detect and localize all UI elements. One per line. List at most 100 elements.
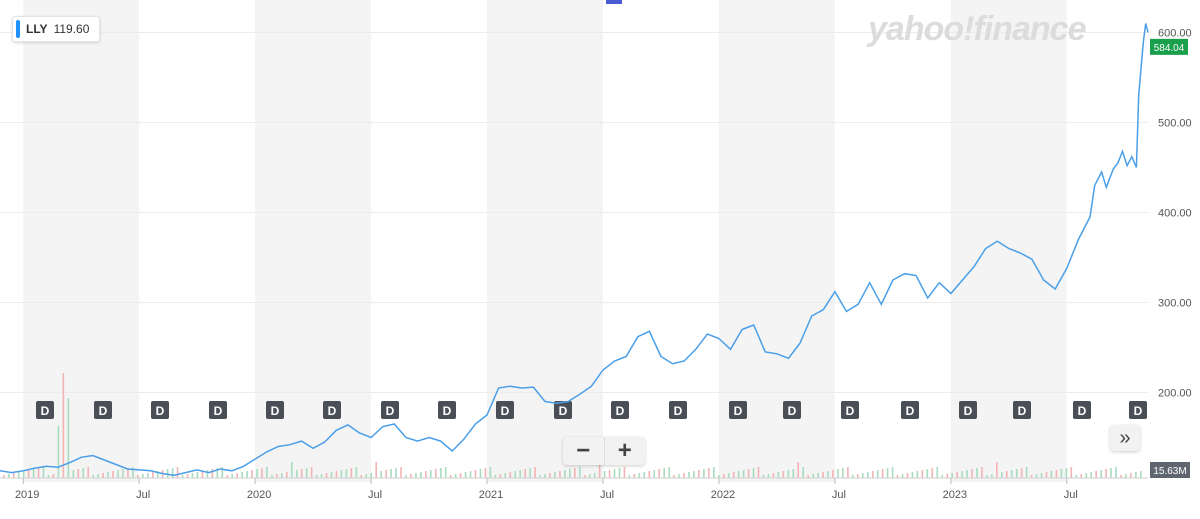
dividend-marker[interactable]: D — [783, 401, 801, 419]
dividend-marker[interactable]: D — [323, 401, 341, 419]
dividend-marker-label: D — [559, 404, 568, 418]
x-tick-label: 2023 — [943, 489, 967, 501]
volume-bar — [593, 473, 596, 478]
x-tick-label: Jul — [1064, 489, 1078, 501]
volume-bar — [787, 470, 790, 478]
dividend-marker[interactable]: D — [669, 401, 687, 419]
dividend-marker[interactable]: D — [209, 401, 227, 419]
dividend-marker[interactable]: D — [151, 401, 169, 419]
dividend-marker-box — [94, 401, 112, 419]
volume-bar — [151, 472, 154, 478]
scroll-forward-icon[interactable]: » — [1110, 425, 1140, 451]
dividend-marker[interactable]: D — [438, 401, 456, 419]
dividend-marker[interactable]: D — [554, 401, 572, 419]
volume-bar — [921, 470, 924, 478]
dividend-marker[interactable]: D — [729, 401, 747, 419]
dividend-marker[interactable]: D — [901, 401, 919, 419]
brand-logo: yahoo!finance — [868, 10, 1086, 48]
volume-bar — [355, 467, 358, 478]
volume-bar — [688, 472, 690, 478]
gridlines — [0, 32, 1148, 393]
x-tick-label: 2021 — [479, 489, 503, 501]
volume-bar — [802, 467, 804, 478]
volume-bar — [430, 470, 432, 478]
dividend-marker[interactable]: D — [841, 401, 859, 419]
volume-bar — [246, 471, 248, 478]
dividend-marker[interactable]: D — [36, 401, 54, 419]
volume-bar — [27, 470, 30, 478]
volume-bar — [380, 471, 382, 478]
dividend-marker-label: D — [501, 404, 510, 418]
volume-bar — [1085, 473, 1088, 478]
volume-bar — [951, 473, 953, 478]
volume-bar — [132, 467, 134, 478]
dividend-marker[interactable]: D — [266, 401, 284, 419]
volume-bar — [375, 462, 377, 478]
zoom-in-button[interactable]: + — [603, 437, 646, 465]
volume-bar — [201, 471, 204, 478]
volume-bar — [286, 472, 288, 478]
volume-bar — [996, 462, 998, 478]
range-handle[interactable] — [606, 0, 622, 4]
volume-bar — [1120, 475, 1122, 478]
dividend-marker-box — [554, 401, 572, 419]
dividend-marker[interactable]: D — [1073, 401, 1091, 419]
volume-bar — [251, 470, 253, 478]
volume-bar — [578, 467, 581, 478]
volume-bar — [668, 467, 670, 478]
volume-bar — [464, 472, 467, 478]
volume-bar — [211, 469, 214, 478]
zoom-controls: − + — [563, 437, 645, 465]
volume-bar — [519, 470, 521, 478]
volume-bar — [524, 469, 526, 478]
volume-bar — [613, 469, 616, 478]
x-tick-label: Jul — [600, 489, 614, 501]
dividend-marker-label: D — [674, 404, 683, 418]
volume-bar — [340, 470, 343, 478]
volume-bar — [1115, 467, 1117, 478]
volume-bar — [598, 462, 601, 478]
dividend-marker-box — [729, 401, 747, 419]
dividend-marker-label: D — [271, 404, 280, 418]
dividend-marker-label: D — [214, 404, 223, 418]
volume-bar — [574, 468, 576, 478]
dividend-marker[interactable]: D — [381, 401, 399, 419]
volume-bar — [608, 470, 611, 478]
ticker-label: LLY 119.60 — [12, 16, 101, 42]
volume-bar — [628, 475, 631, 478]
dividend-marker[interactable]: D — [959, 401, 977, 419]
volume-bar — [708, 468, 710, 478]
volume-bar — [881, 469, 884, 478]
dividend-marker[interactable]: D — [1013, 401, 1031, 419]
volume-bar — [281, 473, 283, 478]
volume-bar — [489, 467, 492, 478]
dividend-marker[interactable]: D — [496, 401, 514, 419]
volume-bar — [37, 468, 40, 478]
volume-bar — [514, 471, 517, 478]
dividend-marker-label: D — [41, 404, 50, 418]
volume-bar — [956, 472, 958, 478]
volume-bar — [663, 468, 665, 478]
volume-bar — [236, 473, 238, 478]
volume-bar — [206, 470, 209, 478]
zoom-out-button[interactable]: − — [576, 437, 591, 464]
volume-bar — [469, 471, 472, 478]
volume-bar — [350, 468, 353, 478]
volume-bar — [504, 473, 507, 478]
volume-bar — [97, 474, 99, 478]
current-price-label: 584.04 — [1154, 43, 1185, 54]
volume-bar — [812, 474, 814, 478]
volume-bar — [365, 474, 368, 478]
volume-bar — [420, 472, 422, 478]
dividend-marker[interactable]: D — [611, 401, 629, 419]
volume-bar — [261, 468, 263, 478]
volume-bar — [1090, 472, 1092, 478]
volume-bar — [737, 471, 740, 478]
dividend-marker[interactable]: D — [1129, 401, 1147, 419]
volume-bar — [549, 473, 551, 478]
dividend-marker[interactable]: D — [94, 401, 112, 419]
volume-bar — [603, 471, 606, 478]
volume-bar — [290, 462, 293, 478]
volume-bar — [971, 469, 973, 478]
